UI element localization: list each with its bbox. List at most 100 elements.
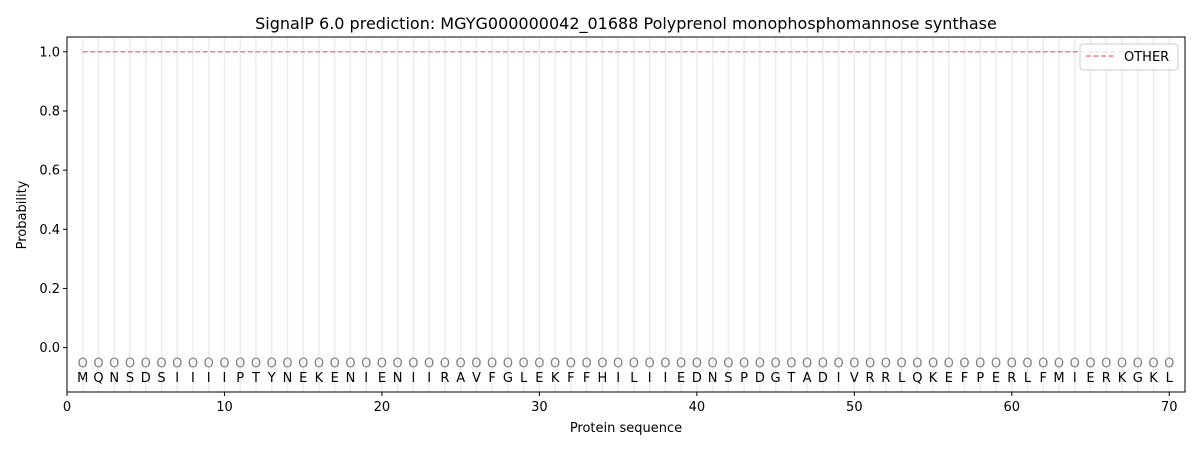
label-marker: O (597, 356, 607, 371)
residue-letter: G (771, 371, 781, 386)
label-marker: O (692, 356, 702, 371)
x-tick-label: 40 (689, 400, 706, 415)
residue-letter: F (961, 371, 968, 386)
label-marker: O (1022, 356, 1032, 371)
residue-letter: A (456, 371, 465, 386)
residue-letter: K (1149, 371, 1158, 386)
residue-letter: N (393, 371, 403, 386)
label-marker: O (188, 356, 198, 371)
residue-letter: L (1024, 371, 1032, 386)
label-marker: O (566, 356, 576, 371)
residue-letter: G (503, 371, 513, 386)
label-marker: O (282, 356, 292, 371)
x-tick-label: 10 (216, 400, 233, 415)
label-marker: O (109, 356, 119, 371)
residue-letter: K (1118, 371, 1127, 386)
label-marker: O (361, 356, 371, 371)
label-marker: O (172, 356, 182, 371)
x-tick-label: 20 (374, 400, 391, 415)
x-axis-label: Protein sequence (570, 421, 682, 436)
label-marker: O (219, 356, 229, 371)
residue-letter: D (692, 371, 702, 386)
residue-letter: P (740, 371, 748, 386)
label-marker: O (1101, 356, 1111, 371)
residue-letter: N (109, 371, 119, 386)
label-marker: O (944, 356, 954, 371)
residue-letter: R (1007, 371, 1016, 386)
residue-letter: E (1086, 371, 1094, 386)
label-marker: O (975, 356, 985, 371)
residue-letter: I (648, 371, 652, 386)
residue-letter: E (331, 371, 339, 386)
label-marker: O (1117, 356, 1127, 371)
residue-letter: I (175, 371, 179, 386)
label-marker: O (723, 356, 733, 371)
label-marker: O (865, 356, 875, 371)
label-marker: O (1070, 356, 1080, 371)
label-marker: O (629, 356, 639, 371)
label-marker: O (440, 356, 450, 371)
residue-letter: S (724, 371, 732, 386)
residue-letter: I (837, 371, 841, 386)
residue-letter: F (1040, 371, 1047, 386)
residue-letter: E (992, 371, 1000, 386)
residue-letter: E (299, 371, 307, 386)
residue-letter: S (126, 371, 134, 386)
x-tick-label: 30 (531, 400, 548, 415)
label-marker: O (1007, 356, 1017, 371)
label-marker: O (534, 356, 544, 371)
chart-title: SignalP 6.0 prediction: MGYG000000042_01… (255, 14, 997, 34)
residue-letter: S (157, 371, 165, 386)
label-marker: O (676, 356, 686, 371)
residue-letter: L (520, 371, 528, 386)
label-marker: O (408, 356, 418, 371)
label-marker: O (833, 356, 843, 371)
residue-letter: M (1053, 371, 1064, 386)
legend-box (1079, 43, 1179, 71)
residue-letter: E (677, 371, 685, 386)
label-marker: O (1085, 356, 1095, 371)
residue-letter: N (346, 371, 356, 386)
label-marker: O (251, 356, 261, 371)
label-marker: O (613, 356, 623, 371)
residue-letter: P (236, 371, 244, 386)
residue-letter: E (378, 371, 386, 386)
x-tick-label: 70 (1161, 400, 1178, 415)
residue-letter: I (1073, 371, 1077, 386)
y-tick-label: 0.4 (39, 223, 60, 238)
label-marker: O (267, 356, 277, 371)
residue-letter: N (283, 371, 293, 386)
residue-letter: D (818, 371, 828, 386)
residue-letter: I (191, 371, 195, 386)
label-marker: O (770, 356, 780, 371)
residue-letter: L (630, 371, 638, 386)
residue-letter: I (427, 371, 431, 386)
residue-letter: Y (267, 371, 276, 386)
label-marker: O (298, 356, 308, 371)
residue-letter: E (535, 371, 543, 386)
label-marker: O (802, 356, 812, 371)
label-marker: O (928, 356, 938, 371)
residue-letter: I (223, 371, 227, 386)
residue-letter: F (583, 371, 590, 386)
residue-letter: A (803, 371, 812, 386)
label-marker: O (991, 356, 1001, 371)
label-marker: O (93, 356, 103, 371)
residue-letter: K (551, 371, 560, 386)
label-marker: O (550, 356, 560, 371)
residue-letter: G (1133, 371, 1143, 386)
label-marker: O (1054, 356, 1064, 371)
residue-letter: R (440, 371, 449, 386)
label-marker: O (424, 356, 434, 371)
residue-letter: R (1102, 371, 1111, 386)
label-marker: O (393, 356, 403, 371)
plot-frame (66, 36, 1186, 393)
residue-letter: V (472, 371, 481, 386)
residue-letter: L (898, 371, 906, 386)
label-marker: O (471, 356, 481, 371)
residue-letter: F (567, 371, 574, 386)
label-marker: O (1133, 356, 1143, 371)
label-marker: O (739, 356, 749, 371)
label-marker: O (156, 356, 166, 371)
y-axis-label: Probability (15, 180, 30, 249)
